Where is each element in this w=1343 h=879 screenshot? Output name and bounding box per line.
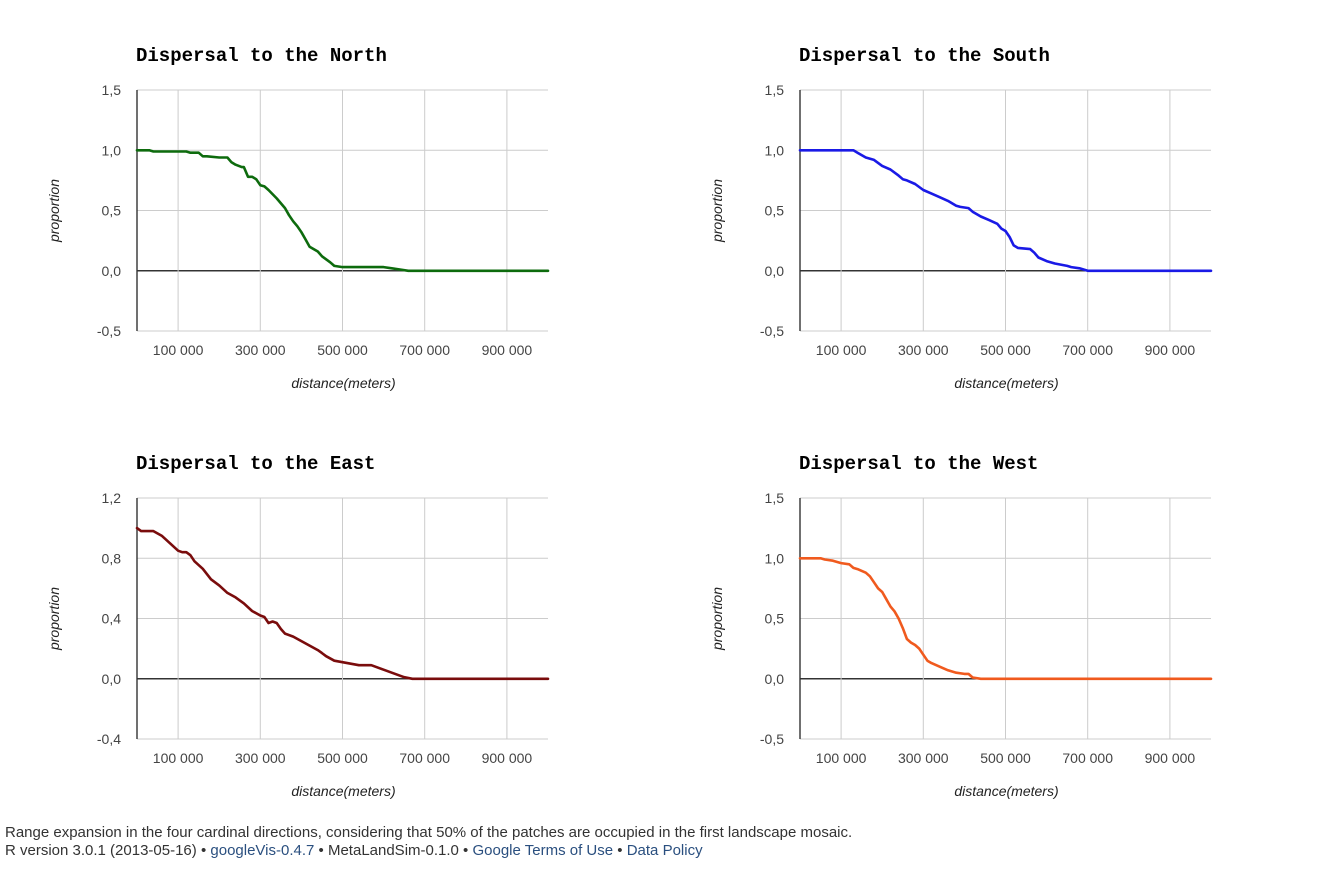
chart-title: Dispersal to the East	[136, 453, 375, 475]
x-tick-label: 100 000	[816, 750, 867, 766]
y-tick-label: 1,5	[102, 82, 122, 98]
chart-4: Dispersal to the West 1,5 1,0 0,5 0,0 -0,5 100…	[709, 453, 1213, 799]
y-tick-label: 1,2	[102, 490, 122, 506]
chart-title: Dispersal to the West	[799, 453, 1038, 475]
series-line	[135, 149, 550, 273]
x-tick-label: 700 000	[1062, 342, 1113, 358]
x-tick-label: 500 000	[317, 750, 368, 766]
y-tick-label: 0,0	[102, 263, 122, 279]
y-axis-label: proportion	[709, 587, 725, 651]
y-tick-label: 1,0	[765, 142, 785, 158]
x-axis-label: distance(meters)	[291, 783, 395, 799]
x-tick-label: 300 000	[898, 750, 949, 766]
y-tick-label: 0,5	[765, 611, 785, 627]
y-tick-label: -0,5	[760, 323, 784, 339]
y-tick-label: 0,0	[102, 671, 122, 687]
y-tick-label: 0,0	[765, 671, 785, 687]
x-tick-label: 500 000	[980, 342, 1031, 358]
y-tick-label: 1,5	[765, 82, 785, 98]
separator: •	[200, 842, 207, 859]
metalandsim-version: MetaLandSim-0.1.0	[327, 842, 459, 859]
y-tick-label: 0,8	[102, 550, 122, 566]
x-tick-label: 900 000	[482, 750, 533, 766]
x-tick-label: 100 000	[153, 750, 204, 766]
x-tick-label: 300 000	[235, 342, 286, 358]
policy-link[interactable]: Data Policy	[626, 842, 703, 859]
x-tick-label: 700 000	[399, 750, 450, 766]
y-tick-label: 0,0	[765, 263, 785, 279]
y-axis-label: proportion	[46, 179, 62, 243]
y-tick-label: 0,4	[102, 611, 122, 627]
x-axis-label: distance(meters)	[954, 375, 1058, 391]
y-tick-label: 0,5	[765, 203, 785, 219]
x-tick-label: 900 000	[1145, 342, 1196, 358]
x-tick-label: 900 000	[1145, 750, 1196, 766]
footer: Range expansion in the four cardinal dir…	[5, 824, 852, 860]
separator: •	[463, 842, 469, 859]
x-tick-label: 700 000	[1062, 750, 1113, 766]
charts-grid: Dispersal to the North 1,5 1,0 0,5 0,0 -0,5 10…	[46, 45, 1213, 799]
footer-credits: R version 3.0.1 (2013-05-16) • googleVis…	[5, 842, 852, 860]
chart-2: Dispersal to the South 1,5 1,0 0,5 0,0 -0,5 10…	[709, 45, 1213, 391]
y-axis-label: proportion	[46, 587, 62, 651]
x-tick-label: 300 000	[235, 750, 286, 766]
y-tick-label: 1,5	[765, 490, 785, 506]
y-tick-label: -0,4	[97, 731, 121, 747]
x-axis-label: distance(meters)	[954, 783, 1058, 799]
y-tick-label: -0,5	[760, 731, 784, 747]
chart-1: Dispersal to the North 1,5 1,0 0,5 0,0 -0,5 10…	[46, 45, 550, 391]
terms-link[interactable]: Google Terms of Use	[472, 842, 614, 859]
y-tick-label: 0,5	[102, 203, 122, 219]
separator: •	[318, 842, 324, 859]
y-tick-label: 1,0	[102, 142, 122, 158]
x-axis-label: distance(meters)	[291, 375, 395, 391]
footer-caption: Range expansion in the four cardinal dir…	[5, 824, 853, 841]
x-tick-label: 100 000	[816, 342, 867, 358]
r-version: R version 3.0.1 (2013-05-16)	[5, 842, 197, 859]
y-axis-label: proportion	[709, 179, 725, 243]
x-tick-label: 500 000	[980, 750, 1031, 766]
x-tick-label: 300 000	[898, 342, 949, 358]
chart-title: Dispersal to the South	[799, 45, 1050, 67]
x-tick-label: 900 000	[482, 342, 533, 358]
x-tick-label: 500 000	[317, 342, 368, 358]
series-line	[798, 149, 1213, 273]
x-tick-label: 700 000	[399, 342, 450, 358]
series-line	[135, 526, 550, 681]
series-line	[798, 557, 1213, 681]
y-tick-label: 1,0	[765, 550, 785, 566]
chart-3: Dispersal to the East 1,2 0,8 0,4 0,0 -0,4 100…	[46, 453, 550, 799]
googlevis-link[interactable]: googleVis-0.4.7	[210, 842, 315, 859]
chart-title: Dispersal to the North	[136, 45, 387, 67]
x-tick-label: 100 000	[153, 342, 204, 358]
separator: •	[617, 842, 623, 859]
y-tick-label: -0,5	[97, 323, 121, 339]
